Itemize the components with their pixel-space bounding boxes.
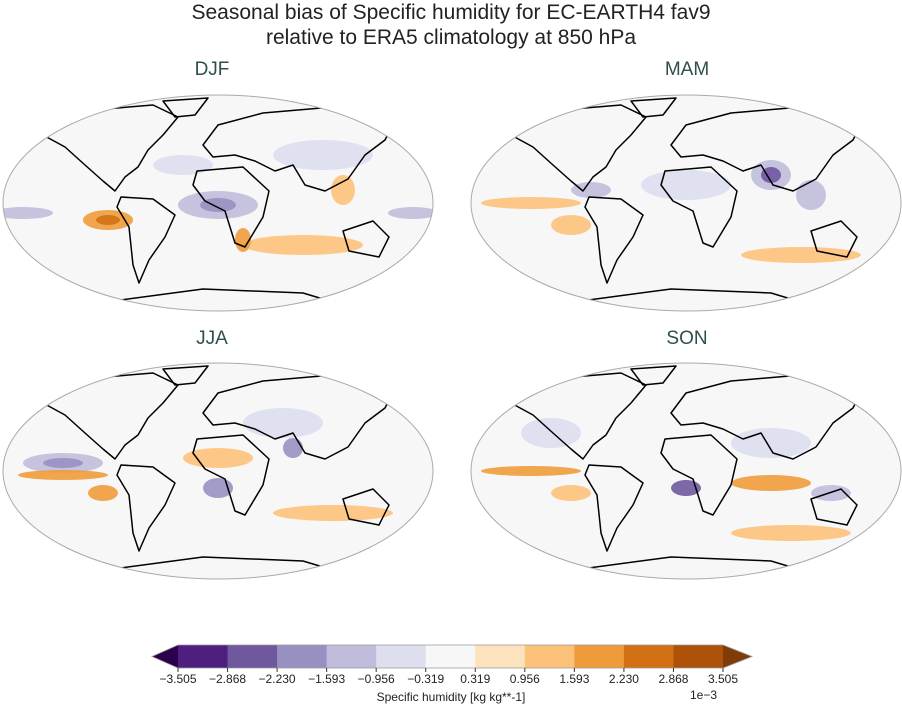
coastline-australia	[342, 220, 390, 258]
map-boundary	[2, 362, 434, 580]
colorbar-tick-label: −3.505	[159, 672, 197, 686]
coastline-south-america	[116, 464, 176, 552]
coastline-australia	[810, 488, 858, 526]
bias-field-patch	[571, 182, 611, 198]
bias-field-patch	[96, 215, 120, 225]
coastline-greenland	[630, 365, 677, 386]
coastline-eurasia	[202, 374, 396, 460]
colorbar-bin	[524, 645, 575, 668]
bias-field-patch	[273, 505, 393, 521]
bias-field-patch	[641, 170, 731, 200]
colorbar-bin	[475, 645, 526, 668]
bias-field-patch	[741, 247, 861, 263]
colorbar-tick-label: 2.230	[608, 672, 639, 686]
colorbar-extend-high	[723, 645, 752, 668]
coastline-south-america	[584, 464, 644, 552]
map-background	[3, 363, 433, 579]
coastline-australia	[342, 488, 390, 526]
coastline-north-america	[42, 372, 179, 460]
colorbar-bin	[623, 645, 674, 668]
map-boundary	[2, 94, 434, 312]
map-panel-mam	[470, 94, 902, 312]
colorbar-bin	[178, 645, 229, 668]
colorbar-tick-label: −1.593	[308, 672, 346, 686]
coastline-eurasia	[202, 106, 396, 192]
colorbar-bin	[227, 645, 278, 668]
coastline-south-america	[116, 196, 176, 284]
colorbar-exponent: 1e−3	[690, 688, 718, 702]
chart-title-line1: Seasonal bias of Specific humidity for E…	[191, 1, 711, 24]
coastline-africa	[660, 166, 738, 248]
colorbar-bin	[673, 645, 724, 668]
colorbar-bin	[277, 645, 328, 668]
bias-field-patch	[388, 207, 433, 219]
colorbar-bin	[574, 645, 625, 668]
bias-field-patch	[761, 167, 781, 183]
colorbar-bin	[376, 645, 427, 668]
coastline-greenland	[162, 365, 209, 386]
coastline-greenland	[162, 97, 209, 118]
coastline-north-america	[510, 372, 647, 460]
colorbar	[151, 644, 754, 672]
colorbar-tick-label: 0.956	[509, 672, 540, 686]
colorbar-tick-label: 0.319	[460, 672, 491, 686]
panel-title-jja: JJA	[196, 328, 228, 349]
coastline-eurasia	[670, 106, 864, 192]
colorbar-tick-label: −2.868	[209, 672, 247, 686]
coastline-greenland	[630, 97, 677, 118]
colorbar-tick-label: 1.593	[559, 672, 590, 686]
coastline-south-america	[584, 196, 644, 284]
bias-field-patch	[18, 470, 108, 480]
chart-title-line2: relative to ERA5 climatology at 850 hPa	[265, 26, 637, 49]
panel-title-son: SON	[666, 328, 708, 349]
map-panel-jja	[2, 362, 434, 580]
bias-field-patch	[273, 140, 373, 170]
coastline-eurasia	[670, 374, 864, 460]
colorbar-bin	[425, 645, 476, 668]
bias-field-patch	[731, 475, 811, 491]
panel-title-mam: MAM	[664, 59, 710, 80]
colorbar-tick-label: −0.956	[357, 672, 395, 686]
coastline-africa	[192, 434, 270, 516]
coastline-north-america	[42, 104, 179, 192]
bias-field-patch	[731, 525, 851, 541]
coastline-africa	[660, 434, 738, 516]
bias-field-patch	[283, 438, 303, 458]
map-boundary	[470, 94, 902, 312]
bias-field-patch	[88, 485, 118, 501]
colorbar-tick-label: −2.230	[258, 672, 296, 686]
map-panel-djf	[2, 94, 434, 312]
bias-field-patch	[551, 215, 591, 235]
colorbar-tick-label: 2.868	[658, 672, 689, 686]
coastline-australia	[810, 220, 858, 258]
bias-field-patch	[731, 428, 811, 458]
bias-field-patch	[481, 466, 581, 476]
bias-field-patch	[200, 198, 236, 212]
bias-field-patch	[235, 228, 251, 252]
map-boundary	[470, 362, 902, 580]
bias-field-patch	[671, 480, 701, 496]
bias-field-patch	[243, 235, 363, 255]
map-background	[471, 363, 901, 579]
bias-field-patch	[331, 175, 355, 205]
bias-field-patch	[481, 197, 581, 209]
colorbar-bin	[326, 645, 377, 668]
map-panel-son	[470, 362, 902, 580]
bias-field-patch	[796, 180, 826, 210]
bias-field-patch	[521, 418, 581, 448]
coastline-north-america	[510, 104, 647, 192]
bias-field-patch	[3, 207, 53, 219]
colorbar-tick-label: 3.505	[707, 672, 739, 686]
bias-field-patch	[153, 155, 213, 175]
bias-field-patch	[551, 485, 591, 501]
coastline-africa	[192, 166, 270, 248]
colorbar-extend-low	[152, 645, 178, 668]
colorbar-tick-label: −0.319	[407, 672, 445, 686]
bias-field-patch	[43, 458, 83, 468]
bias-field-patch	[243, 408, 323, 438]
colorbar-label: Specific humidity [kg kg**-1]	[376, 690, 526, 704]
panel-title-djf: DJF	[194, 59, 230, 80]
